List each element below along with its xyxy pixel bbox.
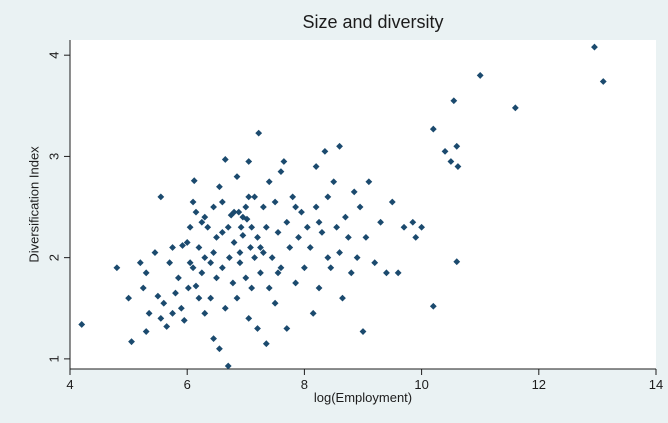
x-tick-label: 10 — [414, 377, 428, 392]
plot-area — [70, 40, 656, 369]
x-tick-label: 14 — [649, 377, 663, 392]
x-tick-label: 8 — [301, 377, 308, 392]
y-tick-label: 2 — [47, 254, 62, 261]
y-axis-label: Diversification Index — [27, 146, 42, 263]
y-tick-label: 1 — [47, 355, 62, 362]
x-axis-label: log(Employment) — [314, 390, 412, 405]
chart-title: Size and diversity — [302, 12, 443, 32]
x-tick-label: 6 — [184, 377, 191, 392]
y-tick-label: 4 — [47, 52, 62, 59]
x-tick-label: 12 — [532, 377, 546, 392]
y-tick-label: 3 — [47, 153, 62, 160]
x-tick-label: 4 — [66, 377, 73, 392]
